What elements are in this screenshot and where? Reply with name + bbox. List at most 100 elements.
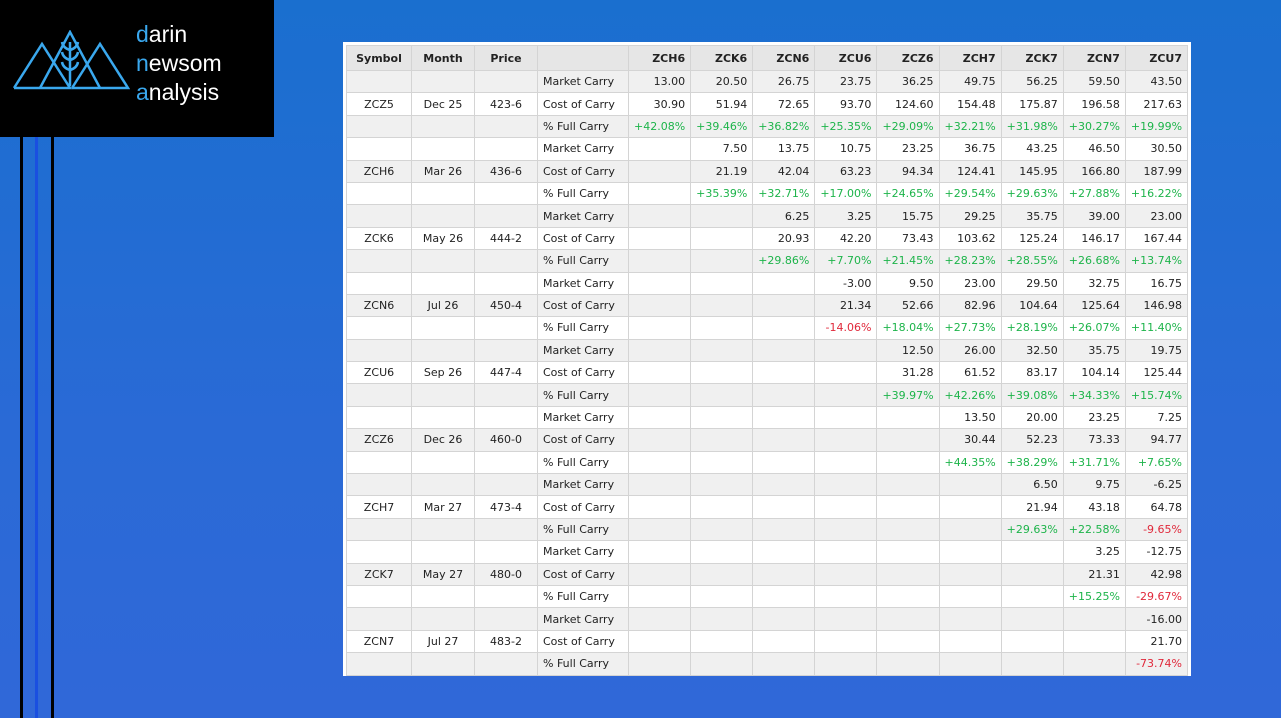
month-cell xyxy=(411,114,475,139)
price-cell xyxy=(474,338,538,363)
column-header: Price xyxy=(474,45,538,71)
decor-line xyxy=(20,137,23,718)
table-row: Market Carry 3.25 -12.75 xyxy=(346,540,1189,564)
value-cell xyxy=(627,495,692,519)
value-cell: 104.14 xyxy=(1062,361,1126,385)
value-cell: +32.71% xyxy=(752,181,816,206)
value-cell: 217.63 xyxy=(1124,92,1189,116)
value-cell: 93.70 xyxy=(814,92,878,116)
value-cell: +31.71% xyxy=(1062,450,1126,475)
value-cell xyxy=(690,540,754,564)
column-header: ZCK7 xyxy=(1000,45,1064,71)
table-row: % Full Carry +42.08% +39.46% +36.82% +25.35%… xyxy=(346,114,1189,139)
value-cell: 52.66 xyxy=(876,293,940,318)
value-cell: 39.00 xyxy=(1062,204,1126,228)
value-cell xyxy=(752,473,816,497)
value-cell: +38.29% xyxy=(1000,450,1064,475)
table-row: Market Carry 12.50 26.00 32.50 35.75 19.75 xyxy=(346,338,1189,363)
value-cell xyxy=(627,517,692,542)
price-cell xyxy=(474,540,538,564)
value-cell xyxy=(876,517,940,542)
value-cell xyxy=(690,652,754,676)
price-cell: 473-4 xyxy=(474,495,538,519)
value-cell: 72.65 xyxy=(752,92,816,116)
price-cell: 436-6 xyxy=(474,159,538,183)
value-cell xyxy=(627,293,692,318)
table-row: Market Carry -3.00 9.50 23.00 29.50 32.75 16.7… xyxy=(346,271,1189,295)
value-cell: -9.65% xyxy=(1124,517,1189,542)
value-cell: 64.78 xyxy=(1124,495,1189,519)
column-header: ZCH7 xyxy=(938,45,1002,71)
logo-accent: n xyxy=(136,50,149,76)
value-cell xyxy=(752,562,816,586)
value-cell xyxy=(627,562,692,586)
value-cell: +7.65% xyxy=(1124,450,1189,475)
symbol-cell xyxy=(346,114,412,139)
value-cell: 196.58 xyxy=(1062,92,1126,116)
value-cell xyxy=(627,405,692,430)
value-cell: +29.09% xyxy=(876,114,940,139)
symbol-cell: ZCH6 xyxy=(346,159,412,183)
value-cell xyxy=(814,495,878,519)
value-cell xyxy=(627,137,692,161)
value-cell: 30.50 xyxy=(1124,137,1189,161)
value-cell: +27.88% xyxy=(1062,181,1126,206)
month-cell: Sep 26 xyxy=(411,361,475,385)
value-cell xyxy=(752,607,816,631)
value-cell: 16.75 xyxy=(1124,271,1189,295)
row-label: Cost of Carry xyxy=(537,293,629,318)
price-cell xyxy=(474,405,538,430)
row-label: Cost of Carry xyxy=(537,159,629,183)
value-cell xyxy=(752,316,816,340)
value-cell: +29.86% xyxy=(752,249,816,273)
value-cell: +39.08% xyxy=(1000,383,1064,407)
value-cell: +29.63% xyxy=(1000,181,1064,206)
symbol-cell xyxy=(346,69,412,94)
month-cell: Mar 26 xyxy=(411,159,475,183)
value-cell xyxy=(876,584,940,609)
price-cell: 480-0 xyxy=(474,562,538,586)
value-cell: 29.50 xyxy=(1000,271,1064,295)
symbol-cell xyxy=(346,316,412,340)
value-cell: +30.27% xyxy=(1062,114,1126,139)
value-cell xyxy=(876,540,940,564)
row-label: Market Carry xyxy=(537,540,629,564)
value-cell: 82.96 xyxy=(938,293,1002,318)
value-cell: -14.06% xyxy=(814,316,878,340)
value-cell xyxy=(876,495,940,519)
value-cell xyxy=(1062,607,1126,631)
row-label: % Full Carry xyxy=(537,652,629,676)
logo-text: darin newsom analysis xyxy=(136,20,222,107)
value-cell: -29.67% xyxy=(1124,584,1189,609)
value-cell: 19.75 xyxy=(1124,338,1189,363)
value-cell: -3.00 xyxy=(814,271,878,295)
table-row: ZCH6 Mar 26 436-6 Cost of Carry 21.19 42.04 63… xyxy=(346,159,1189,183)
column-header: ZCN6 xyxy=(752,45,816,71)
value-cell: 31.28 xyxy=(876,361,940,385)
symbol-cell: ZCK7 xyxy=(346,562,412,586)
symbol-cell xyxy=(346,249,412,273)
value-cell: -16.00 xyxy=(1124,607,1189,631)
row-label: Cost of Carry xyxy=(537,629,629,654)
symbol-cell xyxy=(346,338,412,363)
value-cell xyxy=(876,428,940,452)
table-row: % Full Carry +15.25% -29.67% xyxy=(346,584,1189,609)
value-cell xyxy=(690,361,754,385)
value-cell xyxy=(814,383,878,407)
value-cell xyxy=(876,450,940,475)
symbol-cell: ZCN6 xyxy=(346,293,412,318)
row-label: Market Carry xyxy=(537,473,629,497)
column-header: ZCK6 xyxy=(690,45,754,71)
column-header: ZCH6 xyxy=(627,45,692,71)
value-cell xyxy=(627,159,692,183)
value-cell xyxy=(627,249,692,273)
value-cell xyxy=(814,473,878,497)
value-cell: 6.25 xyxy=(752,204,816,228)
value-cell xyxy=(752,271,816,295)
value-cell xyxy=(690,249,754,273)
value-cell xyxy=(627,316,692,340)
value-cell xyxy=(752,495,816,519)
value-cell: 3.25 xyxy=(1062,540,1126,564)
value-cell: 56.25 xyxy=(1000,69,1064,94)
row-label: Cost of Carry xyxy=(537,495,629,519)
